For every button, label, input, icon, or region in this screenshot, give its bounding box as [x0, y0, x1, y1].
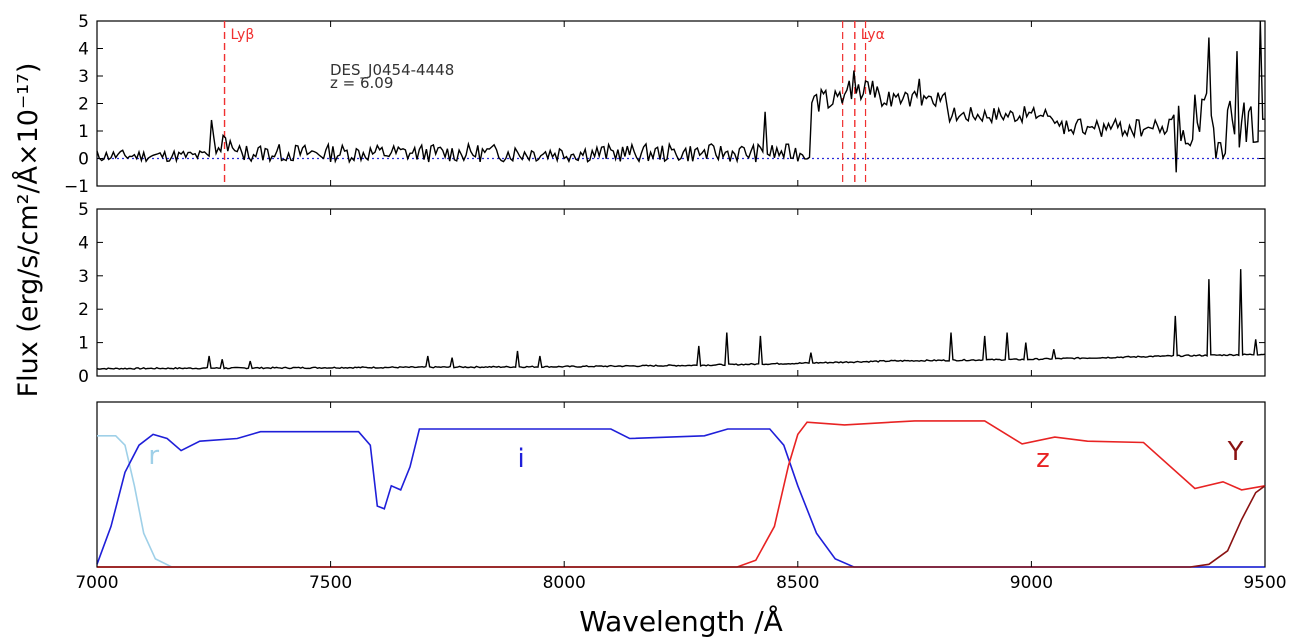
filter-panel: r i z Y 7000 7500 8000 8500 9000 9500	[75, 21, 1287, 593]
filter-curve-r	[97, 435, 1265, 568]
filter-label-r: r	[148, 441, 159, 471]
x-tick-label: 8500	[776, 573, 819, 593]
noise-line	[96, 269, 1266, 370]
emission-line-label: Lyβ	[231, 27, 255, 43]
filter-label-i: i	[517, 444, 524, 474]
filter-label-z: z	[1036, 444, 1050, 474]
x-tick-label: 7000	[75, 573, 118, 593]
y-tick-label: 3	[78, 267, 89, 287]
emission-line-markers: Lyβ Lyα	[223, 21, 885, 186]
y-tick-label: −1	[64, 177, 89, 197]
filter-curves	[96, 420, 1266, 568]
y-tick-label: 5	[78, 12, 89, 32]
x-tick-label: 9000	[1010, 573, 1053, 593]
y-tick-label: 4	[78, 40, 89, 60]
object-name-label: DES_J0454-4448	[330, 61, 454, 80]
x-tick-label: 9500	[1243, 573, 1286, 593]
redshift-label: z = 6.09	[330, 74, 393, 92]
x-axis-title: Wavelength /Å	[579, 604, 783, 638]
y-axis-title: Flux (erg/s/cm²/Å×10⁻¹⁷)	[12, 63, 44, 398]
y-tick-label: 2	[78, 95, 89, 115]
y-tick-label: 1	[78, 122, 89, 142]
emission-line-label: Lyα	[861, 27, 885, 43]
spectrum-panel: Lyβ Lyα −1 0 1 2 3 4 5 DES_J0454-4448 z = 6.09	[64, 12, 1266, 197]
y-tick-label: 3	[78, 67, 89, 87]
filter-panel-frame	[96, 401, 1266, 568]
noise-panel: 0 1 2 3 4 5	[78, 200, 1266, 387]
wavelength-x-ticks: 7000 7500 8000 8500 9000 9500	[75, 21, 1287, 593]
spectrum-y-ticks: −1 0 1 2 3 4 5	[64, 12, 1265, 197]
y-tick-label: 4	[78, 233, 89, 253]
y-tick-label: 5	[78, 200, 89, 220]
y-tick-label: 0	[78, 367, 89, 387]
spectrum-line	[96, 20, 1265, 173]
x-tick-label: 7500	[309, 573, 352, 593]
y-tick-label: 0	[78, 150, 89, 170]
x-tick-label: 8000	[543, 573, 586, 593]
spectrum-panel-frame	[96, 20, 1266, 187]
noise-panel-frame	[96, 208, 1266, 377]
y-tick-label: 1	[78, 334, 89, 354]
filter-curve-z	[97, 420, 1266, 568]
filter-curve-i	[96, 428, 1265, 568]
filter-curve-y	[97, 485, 1266, 568]
noise-series	[96, 269, 1266, 370]
noise-y-ticks: 0 1 2 3 4 5	[78, 200, 1265, 387]
y-tick-label: 2	[78, 300, 89, 320]
filter-label-y: Y	[1227, 437, 1244, 467]
spectrum-series	[96, 20, 1265, 173]
